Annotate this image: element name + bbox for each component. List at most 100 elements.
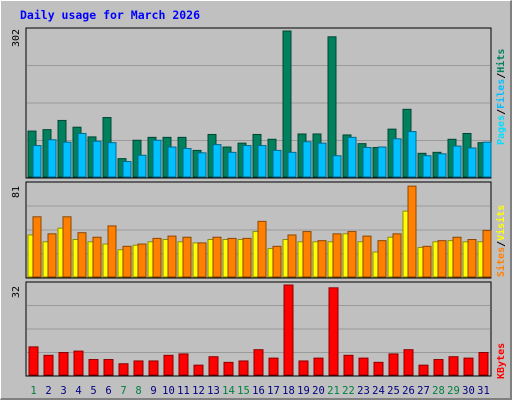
legend-1: Sites/Visits: [495, 205, 507, 277]
kbytes-bar-day-9: [148, 360, 159, 376]
x-tick-label-day-5: 5: [90, 385, 96, 397]
sites-bar-day-14: [227, 237, 237, 278]
x-tick-label-day-26: 26: [402, 385, 415, 397]
x-tick-label-day-13: 13: [207, 385, 220, 397]
sites-bar-day-3: [62, 216, 72, 278]
sites-bar-day-29: [452, 236, 462, 278]
files-bar-day-20: [317, 142, 327, 178]
x-tick-label-day-24: 24: [372, 385, 385, 397]
kbytes-bar-day-25: [388, 353, 399, 376]
files-bar-day-28: [437, 153, 447, 178]
sites-bar-day-9: [152, 237, 162, 278]
legend-pages: Pages: [496, 115, 507, 145]
x-tick-label-day-10: 10: [162, 385, 175, 397]
files-bar-day-14: [227, 151, 237, 178]
x-tick-label-day-21: 21: [327, 385, 340, 397]
chart-title: Daily usage for March 2026: [20, 8, 201, 22]
legend-hits: Hits: [495, 49, 507, 73]
sites-bar-day-8: [137, 243, 147, 278]
sites-bar-day-22: [347, 231, 357, 278]
hits-bar-day-21: [327, 36, 337, 178]
panel-1-y-max-label: 81: [11, 186, 22, 198]
x-tick-label-day-17: 17: [267, 385, 280, 397]
sites-bar-day-30: [467, 239, 477, 278]
sites-bar-day-15: [242, 237, 252, 278]
sites-bar-day-28: [437, 240, 447, 278]
files-bar-day-15: [242, 145, 252, 178]
files-bar-day-11: [182, 147, 192, 178]
sites-bar-day-31: [482, 229, 492, 278]
kbytes-bar-day-7: [118, 363, 129, 376]
files-bar-day-24: [377, 146, 387, 178]
legend-separator: /: [496, 73, 507, 79]
x-tick-label-day-20: 20: [312, 385, 325, 397]
files-bar-day-2: [47, 139, 57, 178]
x-tick-label-day-28: 28: [432, 385, 445, 397]
kbytes-bar-day-5: [88, 359, 99, 376]
panel-0-y-max-label: 302: [11, 29, 22, 47]
x-tick-label-day-9: 9: [150, 385, 156, 397]
kbytes-bar-day-26: [403, 349, 414, 376]
files-bar-day-3: [62, 141, 72, 178]
files-bar-day-1: [32, 145, 42, 178]
sites-bar-day-26: [407, 185, 417, 278]
kbytes-bar-day-30: [463, 357, 474, 376]
files-bar-day-29: [452, 145, 462, 178]
x-tick-label-day-23: 23: [357, 385, 370, 397]
files-bar-day-7: [122, 161, 132, 178]
x-tick-label-day-30: 30: [462, 385, 475, 397]
sites-bar-day-18: [287, 234, 297, 278]
files-bar-day-10: [167, 146, 177, 178]
sites-bar-day-7: [122, 245, 132, 278]
kbytes-bar-day-13: [208, 356, 219, 376]
sites-bar-day-16: [257, 220, 267, 278]
legend-visits: Visits: [495, 205, 507, 241]
legend-files: Files: [495, 79, 507, 109]
kbytes-bar-day-21: [328, 287, 339, 376]
sites-bar-day-6: [107, 225, 117, 278]
x-tick-label-day-15: 15: [237, 385, 250, 397]
kbytes-bar-day-15: [238, 360, 249, 376]
sites-bar-day-1: [32, 216, 42, 278]
kbytes-bar-day-27: [418, 364, 429, 376]
files-bar-day-26: [407, 131, 417, 178]
kbytes-bar-day-8: [133, 360, 144, 376]
kbytes-bar-day-6: [103, 359, 114, 376]
files-bar-day-12: [197, 152, 207, 178]
x-tick-label-day-7: 7: [120, 385, 126, 397]
kbytes-bar-day-20: [313, 357, 324, 376]
kbytes-bar-day-11: [178, 353, 189, 376]
legend-separator: /: [496, 109, 507, 115]
sites-bar-day-11: [182, 236, 192, 278]
legend-kbytes: KBytes: [496, 343, 507, 379]
legend-sites: Sites: [495, 247, 507, 277]
x-tick-label-day-27: 27: [417, 385, 430, 397]
kbytes-bar-day-17: [268, 357, 279, 376]
kbytes-bar-day-12: [193, 364, 204, 376]
sites-bar-day-4: [77, 232, 87, 278]
kbytes-bar-day-31: [478, 352, 489, 376]
kbytes-bar-day-2: [43, 354, 54, 376]
sites-bar-day-21: [332, 233, 342, 278]
kbytes-bar-day-28: [433, 359, 444, 376]
x-tick-label-day-4: 4: [75, 385, 81, 397]
files-bar-day-18: [287, 151, 297, 178]
x-tick-label-day-6: 6: [105, 385, 111, 397]
files-bar-day-16: [257, 145, 267, 178]
files-bar-day-6: [107, 142, 117, 178]
files-bar-day-4: [77, 132, 87, 178]
x-tick-label-day-16: 16: [252, 385, 265, 397]
x-tick-label-day-18: 18: [282, 385, 295, 397]
files-bar-day-31: [482, 141, 492, 178]
files-bar-day-30: [467, 147, 477, 178]
files-bar-day-8: [137, 154, 147, 178]
x-tick-label-day-1: 1: [30, 385, 36, 397]
sites-bar-day-5: [92, 236, 102, 278]
x-tick-label-day-3: 3: [60, 385, 66, 397]
kbytes-bar-day-24: [373, 361, 384, 376]
kbytes-bar-day-3: [58, 352, 69, 376]
x-tick-label-day-12: 12: [192, 385, 205, 397]
kbytes-bar-day-22: [343, 354, 354, 376]
kbytes-bar-day-29: [448, 356, 459, 376]
